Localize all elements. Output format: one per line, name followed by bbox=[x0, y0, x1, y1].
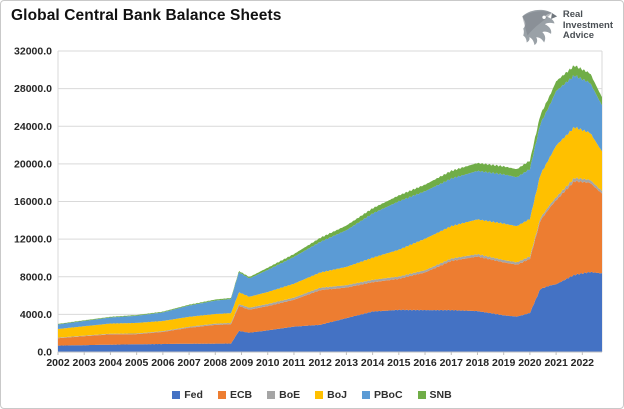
x-tick-label: 2016 bbox=[413, 357, 437, 369]
x-tick-label: 2017 bbox=[440, 357, 464, 369]
x-tick-label: 2003 bbox=[73, 357, 97, 369]
legend-swatch-snb bbox=[417, 391, 426, 399]
brand-line-1: Real bbox=[562, 9, 583, 21]
area-pboc bbox=[58, 75, 602, 330]
y-tick-label: 4000.0 bbox=[20, 309, 52, 321]
brand-name: Real Investment Advice bbox=[563, 10, 613, 42]
legend-label-ecb: ECB bbox=[229, 389, 253, 401]
legend-item-boj: BoJ bbox=[315, 389, 347, 401]
brand-line-2: Investment bbox=[562, 19, 613, 31]
legend-label-boe: BoE bbox=[279, 389, 301, 401]
x-tick-label: 2018 bbox=[466, 357, 490, 369]
y-tick-label: 8000.0 bbox=[20, 271, 52, 283]
area-boe bbox=[58, 177, 602, 339]
x-tick-label: 2021 bbox=[544, 357, 568, 369]
y-tick-label: 20000.0 bbox=[14, 158, 52, 170]
chart-legend: Fed ECB BoE BoJ PBoC SNB bbox=[1, 389, 623, 401]
x-tick-label: 2004 bbox=[99, 357, 123, 369]
legend-item-fed: Fed bbox=[172, 389, 203, 401]
legend-item-boe: BoE bbox=[267, 389, 300, 401]
x-tick-label: 2012 bbox=[308, 357, 332, 369]
legend-swatch-boe bbox=[267, 391, 276, 399]
x-tick-label: 2020 bbox=[518, 357, 542, 369]
legend-label-snb: SNB bbox=[429, 389, 452, 401]
x-tick-label: 2005 bbox=[125, 357, 149, 369]
area-ecb bbox=[58, 180, 602, 346]
legend-item-pboc: PBoC bbox=[361, 389, 403, 401]
x-tick-label: 2007 bbox=[177, 357, 201, 369]
brand-line-3: Advice bbox=[562, 30, 594, 42]
y-tick-label: 16000.0 bbox=[14, 196, 52, 208]
x-axis-labels: 2002 2003 2004 2005 2006 2007 2008 2009 2010 2011… bbox=[46, 352, 594, 369]
y-tick-label: 24000.0 bbox=[14, 121, 52, 133]
legend-label-pboc: PBoC bbox=[373, 389, 403, 401]
chart-title: Global Central Bank Balance Sheets bbox=[11, 7, 282, 24]
y-tick-label: 32000.0 bbox=[14, 46, 52, 58]
area-fed bbox=[58, 271, 602, 352]
y-tick-label: 0.0 bbox=[37, 347, 52, 359]
brand-logo: Real Investment Advice bbox=[517, 6, 613, 46]
x-tick-label: 2014 bbox=[361, 357, 385, 369]
legend-label-fed: Fed bbox=[184, 389, 203, 401]
x-tick-label: 2010 bbox=[256, 357, 280, 369]
area-series-group bbox=[58, 65, 602, 352]
legend-swatch-fed bbox=[172, 391, 181, 399]
x-tick-label: 2006 bbox=[151, 357, 175, 369]
x-tick-label: 2002 bbox=[46, 357, 70, 369]
x-tick-label: 2022 bbox=[571, 357, 595, 369]
area-boj bbox=[58, 126, 602, 338]
y-tick-label: 12000.0 bbox=[14, 234, 52, 246]
eagle-icon bbox=[522, 9, 557, 46]
legend-item-snb: SNB bbox=[417, 389, 452, 401]
y-axis-labels: 0.0 4000.0 8000.0 12000.0 16000.0 20000.0 2400… bbox=[14, 46, 52, 359]
x-tick-label: 2008 bbox=[204, 357, 228, 369]
legend-swatch-boj bbox=[315, 391, 324, 399]
y-tick-label: 28000.0 bbox=[14, 83, 52, 95]
x-tick-label: 2015 bbox=[387, 357, 411, 369]
legend-label-boj: BoJ bbox=[327, 389, 347, 401]
legend-swatch-pboc bbox=[361, 391, 370, 399]
x-tick-label: 2011 bbox=[283, 357, 306, 369]
legend-item-ecb: ECB bbox=[217, 389, 253, 401]
legend-swatch-ecb bbox=[217, 391, 226, 399]
x-tick-label: 2019 bbox=[492, 357, 516, 369]
x-tick-label: 2013 bbox=[335, 357, 359, 369]
x-tick-label: 2009 bbox=[230, 357, 254, 369]
